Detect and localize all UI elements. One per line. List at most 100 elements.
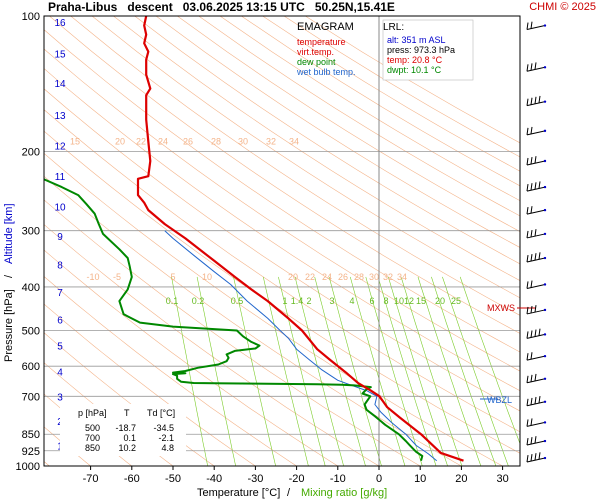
dry-adiabat-label: 30 (238, 137, 248, 147)
legend-title: EMAGRAM (297, 21, 354, 33)
mixing-ratio-label: 0.1 (166, 296, 179, 306)
wind-barb-icon (526, 229, 547, 239)
dry-adiabat-label: 20 (288, 272, 298, 282)
dry-adiabat-line (219, 16, 520, 202)
mixing-ratio-label: 8 (383, 296, 388, 306)
mixing-ratio-line (431, 276, 497, 466)
dry-adiabat-label: 22 (305, 272, 315, 282)
dry-adiabat-label: 34 (397, 272, 407, 282)
mixing-ratio-line (459, 276, 520, 445)
dry-adiabat-label: 22 (136, 137, 146, 147)
dry-adiabat-label: 34 (289, 137, 299, 147)
wind-barb-icon (526, 206, 547, 215)
table-cell: 500 (85, 423, 100, 433)
y-tick-label: 600 (22, 361, 40, 373)
y-tick-label: 700 (22, 391, 40, 403)
wind-barbs (526, 21, 547, 463)
x-tick-label: -60 (124, 473, 140, 485)
header-title: Praha-Libus descent 03.06.2025 13:15 UTC… (48, 0, 395, 14)
mixing-ratio-line (388, 276, 448, 466)
x-tick-label: -40 (206, 473, 222, 485)
table-header-t: T (124, 408, 130, 418)
mixing-ratio-line (350, 276, 406, 466)
table-header-td: Td [°C] (147, 408, 175, 418)
y-tick-label: 925 (22, 446, 40, 458)
wind-barb-icon (526, 305, 547, 315)
mixing-ratio-line (196, 276, 236, 466)
wind-barb-icon (526, 328, 547, 339)
y-axis-label-separator: / (3, 274, 15, 278)
temperature-line (136, 16, 464, 462)
dry-adiabat-line (44, 109, 520, 433)
mixing-ratio-line (171, 276, 208, 466)
x-tick-label: -30 (247, 473, 263, 485)
x-tick-label: 0 (376, 473, 382, 485)
mixing-ratio-line (377, 276, 437, 466)
legend-temperature: temperature (297, 37, 346, 47)
sounding-datetime: 03.06.2025 13:15 UTC (182, 0, 305, 14)
wind-barb-icon (526, 181, 547, 192)
mixing-ratio-label: 2 (306, 296, 311, 306)
profile-mode: descent (127, 0, 173, 14)
mixing-ratio-label: 6 (369, 296, 374, 306)
wind-barb-icon (526, 436, 547, 446)
table-cell: -34.5 (153, 423, 174, 433)
x-tick-label: 10 (414, 473, 426, 485)
summary-table: p [hPa] T Td [°C] 500 -18.7 -34.5 700 0.… (60, 404, 186, 456)
dry-adiabat-line (70, 16, 520, 316)
mixing-ratio-label: 15 (416, 296, 426, 306)
altitude-km-label: 6 (57, 315, 63, 326)
mixing-ratio-label: 3 (329, 296, 334, 306)
x-tick-label: -20 (289, 473, 305, 485)
x-axis-label-separator: / (287, 487, 291, 499)
altitude-km-label: 13 (54, 111, 66, 122)
station-name: Praha-Libus (48, 0, 118, 14)
wind-barb-icon (526, 373, 547, 384)
dry-adiabat-line (177, 16, 520, 232)
mixing-ratio-line (400, 276, 463, 466)
altitude-km-label: 16 (54, 18, 66, 29)
altitude-km-label: 10 (54, 202, 66, 213)
lrl-altitude: alt: 351 m ASL (387, 35, 446, 45)
mixing-ratio-label: 4 (349, 296, 354, 306)
dry-adiabat-label: 15 (70, 137, 80, 147)
lrl-title: LRL: (383, 22, 404, 33)
dry-adiabat-line (49, 16, 520, 334)
y-tick-label: 300 (22, 226, 40, 238)
altitude-km-label: 7 (57, 288, 63, 299)
wetbulb-line (164, 230, 438, 462)
mixing-ratio-line (442, 276, 509, 466)
wind-barb-icon (526, 352, 547, 361)
wind-barb-icon (526, 21, 547, 31)
legend-dew-point: dew point (297, 57, 336, 67)
wind-barb-icon (526, 252, 547, 263)
altitude-km-label: 12 (54, 142, 66, 153)
wind-barb-icon (526, 156, 547, 166)
mixing-ratio-label: 12 (404, 296, 414, 306)
x-axis-label-mixing: Mixing ratio [g/kg] (301, 487, 387, 499)
y-tick-label: 400 (22, 282, 40, 294)
altitude-km-label: 9 (57, 232, 63, 243)
x-axis-label-temperature: Temperature [°C] (197, 487, 280, 499)
mxws-label: MXWS (487, 303, 515, 313)
x-tick-label: 30 (496, 473, 508, 485)
lrl-dewpoint: dwpt: 10.1 °C (387, 65, 442, 75)
legend-wet-bulb: wet bulb temp. (296, 67, 356, 77)
dry-adiabat-label: 5 (170, 272, 175, 282)
altitude-km-label: 14 (54, 79, 66, 90)
x-tick-label: -10 (330, 473, 346, 485)
wind-barb-icon (526, 280, 547, 289)
dry-adiabat-label: 32 (383, 272, 393, 282)
mixing-ratio-label: 1.4 (291, 296, 304, 306)
wind-barb-icon (526, 62, 547, 72)
mixing-ratio-line (278, 276, 326, 466)
altitude-km-label: 5 (57, 342, 63, 353)
mixing-ratio-label: 0.2 (192, 296, 205, 306)
altitude-km-label: 15 (54, 49, 66, 60)
table-cell: -18.7 (115, 423, 136, 433)
dewpoint-line (44, 178, 424, 461)
mixing-ratio-line (328, 276, 382, 466)
mixing-ratio-label: 25 (451, 296, 461, 306)
x-tick-label: -70 (83, 473, 99, 485)
dry-adiabat-label: 28 (211, 137, 221, 147)
